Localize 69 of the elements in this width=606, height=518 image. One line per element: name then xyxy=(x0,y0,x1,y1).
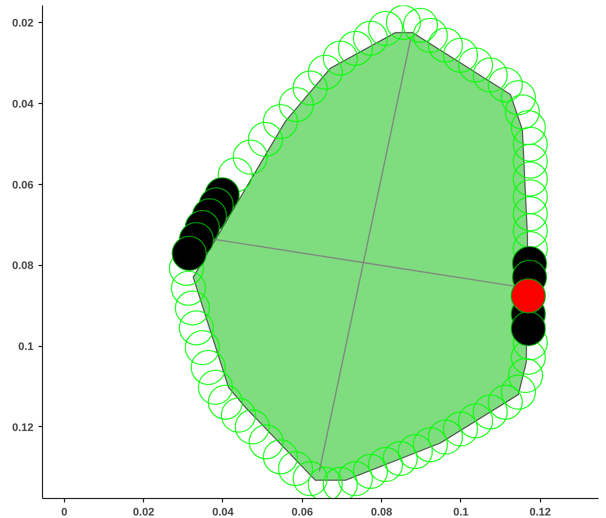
x-tick-label: 0.08 xyxy=(370,506,392,518)
x-tick-label: 0.12 xyxy=(530,506,551,518)
point xyxy=(262,104,298,140)
y-tick-label: 0.08 xyxy=(12,260,34,272)
y-tick-label: 0.12 xyxy=(12,422,34,434)
y-tick-label: 0.04 xyxy=(12,98,34,110)
point xyxy=(488,67,523,102)
point xyxy=(512,144,548,179)
point xyxy=(322,40,358,76)
point xyxy=(442,38,478,73)
point xyxy=(174,290,210,326)
x-tick-label: 0.1 xyxy=(453,506,469,518)
point xyxy=(232,140,268,175)
x-tick-label: 0.02 xyxy=(132,506,154,518)
point xyxy=(500,374,536,410)
point xyxy=(412,427,448,462)
point xyxy=(458,47,494,82)
point xyxy=(198,370,233,405)
point xyxy=(510,110,546,146)
point xyxy=(512,179,548,214)
point xyxy=(512,196,548,232)
point xyxy=(508,358,544,394)
point xyxy=(382,440,418,476)
point xyxy=(234,409,270,444)
point xyxy=(402,8,438,43)
point xyxy=(278,451,314,486)
point xyxy=(352,20,388,56)
point xyxy=(386,6,421,40)
point xyxy=(512,162,548,196)
point xyxy=(352,454,388,489)
point xyxy=(248,424,284,460)
x-tick-label: 0.06 xyxy=(292,506,313,518)
point xyxy=(398,434,433,470)
point xyxy=(412,18,448,53)
point xyxy=(512,213,548,248)
point xyxy=(428,420,463,454)
point xyxy=(178,310,214,346)
point xyxy=(278,87,314,122)
y-tick-label: 0.06 xyxy=(12,179,34,192)
y-tick-label: 0.02 xyxy=(12,17,34,30)
point xyxy=(292,70,328,106)
point xyxy=(262,439,298,474)
x-tick-label: 0 xyxy=(61,506,68,518)
point xyxy=(248,122,283,157)
point xyxy=(308,54,343,90)
point xyxy=(368,11,404,46)
point xyxy=(428,28,463,63)
point xyxy=(184,330,220,366)
y-tick-label: 0.1 xyxy=(18,341,34,354)
point xyxy=(510,311,546,346)
point xyxy=(488,384,523,420)
point xyxy=(220,398,256,433)
point xyxy=(172,236,207,271)
point xyxy=(292,461,328,496)
point xyxy=(338,461,373,496)
point xyxy=(190,350,226,385)
x-tick-label: 0.04 xyxy=(212,506,235,518)
point xyxy=(338,30,373,66)
point xyxy=(458,403,494,438)
point xyxy=(368,447,404,482)
point xyxy=(442,411,478,446)
point xyxy=(472,394,508,430)
point xyxy=(500,80,536,116)
point xyxy=(472,58,508,93)
point xyxy=(512,126,548,162)
point xyxy=(170,270,206,306)
point xyxy=(510,278,546,314)
point xyxy=(208,384,243,420)
point xyxy=(504,94,540,130)
